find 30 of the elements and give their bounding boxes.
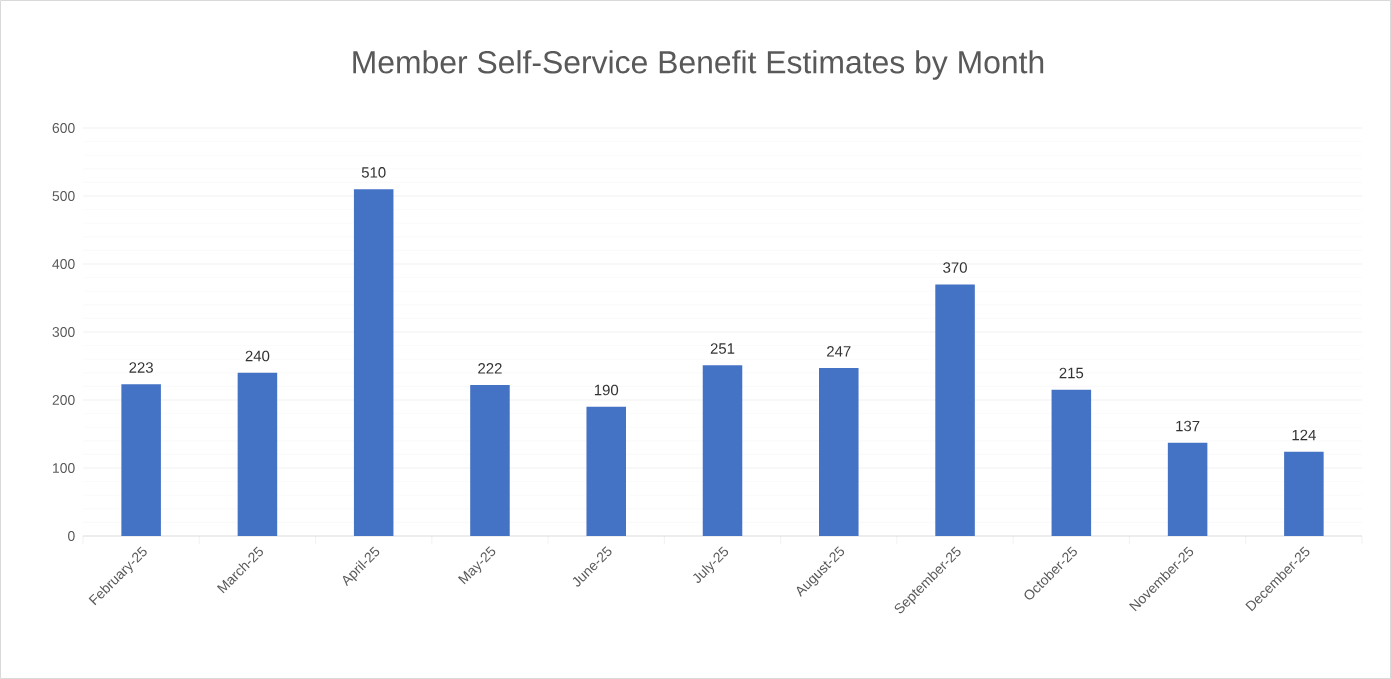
data-label: 223 bbox=[129, 362, 153, 373]
y-tick-label: 200 bbox=[52, 395, 75, 405]
data-label: 251 bbox=[710, 343, 735, 354]
bar bbox=[1167, 442, 1208, 536]
data-label: 215 bbox=[1059, 367, 1084, 379]
data-label: 190 bbox=[594, 384, 619, 396]
bar bbox=[819, 368, 859, 536]
bar bbox=[470, 385, 510, 536]
data-label: 510 bbox=[361, 167, 386, 178]
data-label: 240 bbox=[245, 350, 270, 362]
bar bbox=[121, 384, 161, 536]
y-tick-label: 0 bbox=[68, 531, 75, 541]
data-label: 222 bbox=[478, 363, 502, 374]
y-tick-label: 500 bbox=[52, 191, 75, 201]
data-label: 370 bbox=[943, 262, 967, 273]
bar bbox=[935, 284, 975, 536]
y-tick-label: 100 bbox=[53, 463, 75, 473]
bar bbox=[1051, 389, 1092, 536]
bar bbox=[1284, 451, 1324, 536]
bar bbox=[702, 365, 743, 536]
data-label: 137 bbox=[1176, 420, 1200, 432]
y-tick-label: 400 bbox=[52, 259, 75, 269]
chart-title: Member Self-Service Benefit Estimates by Month bbox=[353, 50, 1044, 80]
data-label: 124 bbox=[1292, 429, 1316, 441]
bar bbox=[586, 406, 626, 536]
y-tick-label: 600 bbox=[52, 123, 75, 133]
bar bbox=[353, 189, 394, 536]
y-tick-label: 300 bbox=[52, 327, 75, 337]
bar bbox=[237, 372, 278, 536]
data-label: 247 bbox=[827, 346, 851, 357]
